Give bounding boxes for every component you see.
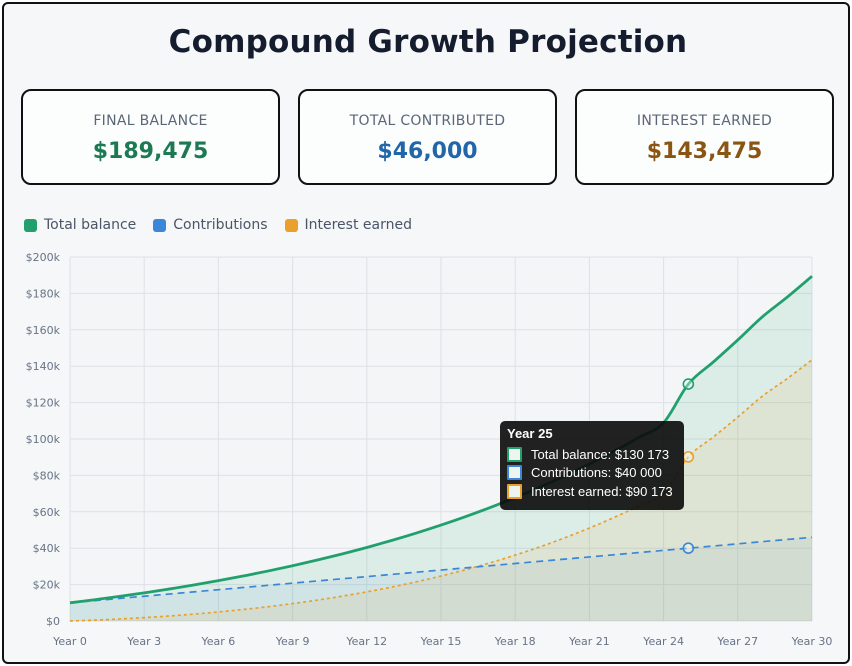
y-tick-label: $60k <box>33 506 61 519</box>
interest-earned-line <box>69 359 813 622</box>
x-tick-label: Year 9 <box>275 635 310 648</box>
total-balance-point <box>682 378 695 390</box>
y-tick-label: $180k <box>26 287 61 300</box>
legend-item-total-balance[interactable]: Total balance <box>24 217 136 233</box>
y-tick-label: $20k <box>33 579 61 592</box>
tooltip-text-total-balance: Total balance: $130 173 <box>531 446 670 462</box>
tooltip-row-contributions: Contributions: $40 000 <box>507 464 677 483</box>
total-balance-line <box>69 275 813 605</box>
y-tick-label: $100k <box>26 433 61 446</box>
x-tick-label: Year 24 <box>642 635 684 648</box>
total-contributed-value: $46,000 <box>377 139 478 164</box>
x-tick-label: Year 27 <box>716 635 758 648</box>
interest-earned-value: $143,475 <box>646 139 763 164</box>
x-tick-label: Year 15 <box>420 635 462 648</box>
tooltip-text-interest-earned: Interest earned: $90 173 <box>531 483 673 499</box>
x-tick-label: Year 0 <box>52 635 87 648</box>
legend-swatch-total-balance <box>24 218 37 232</box>
tooltip-text-contributions: Contributions: $40 000 <box>531 465 662 481</box>
chart-tooltip: Year 25 Total balance: $130 173 Contribu… <box>500 421 684 510</box>
final-balance-value: $189,475 <box>92 139 209 164</box>
interest-earned-point <box>682 451 695 463</box>
interest-earned-label: INTEREST EARNED <box>636 113 773 129</box>
y-tick-label: $120k <box>26 397 61 410</box>
y-tick-label: $160k <box>26 324 61 337</box>
y-tick-label: $40k <box>33 542 61 555</box>
tooltip-row-interest-earned: Interest earned: $90 173 <box>507 482 677 501</box>
tooltip-swatch-contributions <box>507 465 522 481</box>
contributions-point <box>682 542 695 555</box>
legend-label-contributions: Contributions <box>173 217 268 233</box>
legend-label-interest-earned: Interest earned <box>304 217 412 233</box>
chart-legend: Total balance Contributions Interest ear… <box>24 217 429 233</box>
total-contributed-card: TOTAL CONTRIBUTED $46,000 <box>298 89 557 185</box>
y-tick-label: $80k <box>33 469 61 482</box>
x-tick-label: Year 18 <box>494 635 536 648</box>
page-title: Compound Growth Projection <box>168 24 688 60</box>
interest-earned-card: INTEREST EARNED $143,475 <box>575 89 834 185</box>
x-tick-label: Year 3 <box>126 635 161 648</box>
tooltip-row-total-balance: Total balance: $130 173 <box>507 445 677 464</box>
interest-earned-area <box>70 359 812 621</box>
growth-chart[interactable]: $0 $20k $40k $60k $80k $100k $120k $140k $160k $1… <box>4 4 852 666</box>
tooltip-swatch-total-balance <box>507 446 522 462</box>
x-tick-label: Year 30 <box>791 635 833 648</box>
total-balance-area <box>70 276 812 621</box>
contributions-area <box>70 537 812 621</box>
legend-item-interest-earned[interactable]: Interest earned <box>284 217 412 233</box>
y-tick-label: $0 <box>46 615 60 628</box>
y-tick-label: $200k <box>26 251 61 264</box>
x-tick-label: Year 21 <box>568 635 610 648</box>
legend-swatch-contributions <box>153 218 167 232</box>
total-contributed-label: TOTAL CONTRIBUTED <box>349 113 506 129</box>
legend-label-total-balance: Total balance <box>44 217 137 233</box>
tooltip-title: Year 25 <box>507 426 553 441</box>
legend-item-contributions[interactable]: Contributions <box>153 217 268 233</box>
y-tick-label: $140k <box>26 360 61 373</box>
legend-swatch-interest-earned <box>284 218 298 232</box>
tooltip-swatch-interest-earned <box>507 483 522 499</box>
x-tick-label: Year 12 <box>345 635 387 648</box>
final-balance-label: FINAL BALANCE <box>93 113 208 129</box>
final-balance-card: FINAL BALANCE $189,475 <box>21 89 280 185</box>
contributions-line <box>69 536 813 604</box>
x-tick-label: Year 6 <box>201 635 236 648</box>
